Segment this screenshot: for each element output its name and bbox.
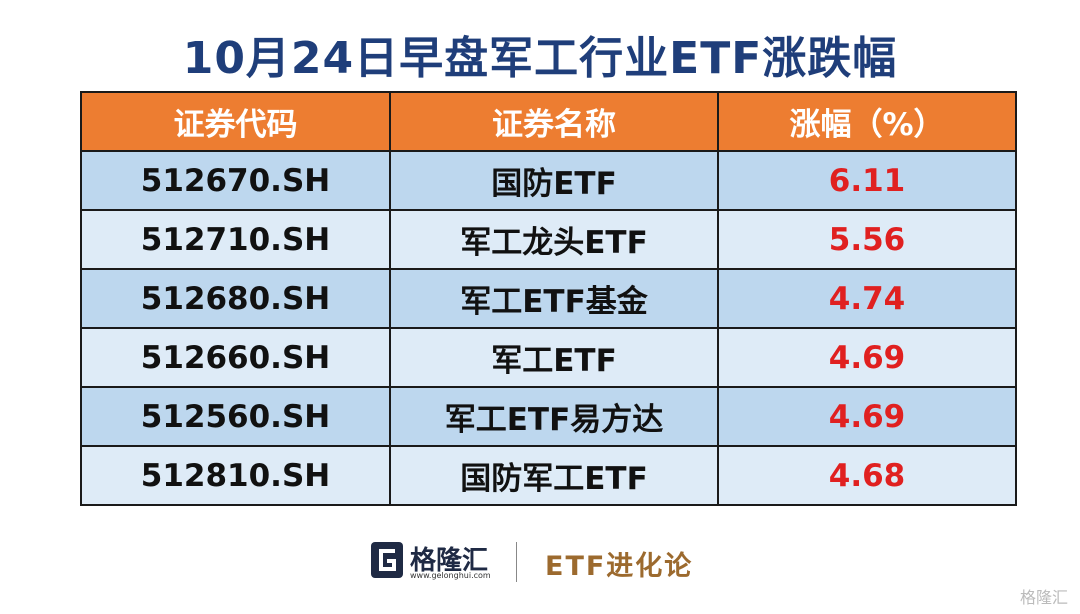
cell-pct: 4.74: [717, 268, 1017, 329]
logo-url: www.gelonghui.com: [410, 571, 491, 580]
title: 10月24日早盘军工行业ETF涨跌幅: [182, 33, 898, 84]
cell-code: 512710.SH: [80, 209, 391, 270]
table-body: 512670.SH 国防ETF 6.11 512710.SH 军工龙头ETF 5.56 51…: [80, 150, 1017, 506]
cell-pct: 4.69: [717, 327, 1017, 388]
logo-text: 格隆汇: [410, 546, 489, 576]
cell-pct: 5.56: [717, 209, 1017, 270]
cell-name: 军工ETF易方达: [389, 386, 719, 447]
watermark: 格隆汇: [1019, 588, 1068, 607]
cell-name: 国防军工ETF: [389, 445, 719, 506]
cell-code: 512680.SH: [80, 268, 391, 329]
header-cell: 证券代码: [80, 91, 391, 152]
divider: [516, 542, 517, 582]
header-cell: 涨幅（%）: [717, 91, 1017, 152]
table-row: 512680.SH 军工ETF基金 4.74: [80, 268, 1017, 329]
cell-pct: 6.11: [717, 150, 1017, 211]
cell-name: 军工龙头ETF: [389, 209, 719, 270]
cell-name: 军工ETF基金: [389, 268, 719, 329]
column-name: ETF进化论: [545, 551, 694, 582]
header-row: 证券代码 证券名称 涨幅（%）: [80, 91, 1017, 152]
cell-name: 国防ETF: [389, 150, 719, 211]
table-row: 512660.SH 军工ETF 4.69: [80, 327, 1017, 388]
etf-table: 证券代码 证券名称 涨幅（%） 512670.SH 国防ETF 6.11 512710.S…: [80, 91, 1017, 506]
table-row: 512670.SH 国防ETF 6.11: [80, 150, 1017, 211]
cell-code: 512810.SH: [80, 445, 391, 506]
cell-pct: 4.69: [717, 386, 1017, 447]
cell-code: 512560.SH: [80, 386, 391, 447]
cell-pct: 4.68: [717, 445, 1017, 506]
table-row: 512560.SH 军工ETF易方达 4.69: [80, 386, 1017, 447]
cell-name: 军工ETF: [389, 327, 719, 388]
cell-code: 512660.SH: [80, 327, 391, 388]
logo-icon: [371, 542, 403, 578]
header-cell: 证券名称: [389, 91, 719, 152]
cell-code: 512670.SH: [80, 150, 391, 211]
table-row: 512710.SH 军工龙头ETF 5.56: [80, 209, 1017, 270]
table-row: 512810.SH 国防军工ETF 4.68: [80, 445, 1017, 506]
